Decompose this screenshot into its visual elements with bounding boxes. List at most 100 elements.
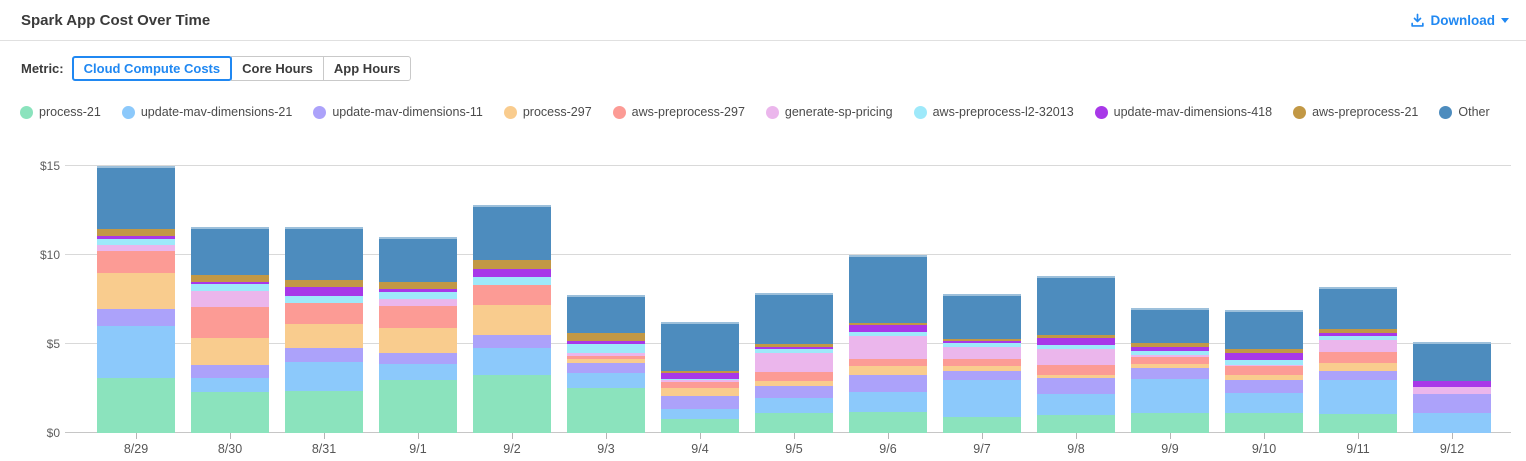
bar-9-5[interactable]	[755, 293, 833, 433]
bar-segment-other[interactable]	[285, 226, 363, 280]
bar-segment-generate-sp-pricing[interactable]	[97, 245, 175, 252]
bar-segment-process-297[interactable]	[661, 387, 739, 396]
bar-9-1[interactable]	[379, 237, 457, 433]
bar-segment-update-mav-dimensions-418[interactable]	[285, 287, 363, 296]
bar-9-2[interactable]	[473, 205, 551, 433]
bar-9-12[interactable]	[1413, 342, 1491, 433]
bar-segment-process-21[interactable]	[1319, 414, 1397, 433]
metric-option-app-hours[interactable]: App Hours	[322, 56, 412, 81]
bar-segment-generate-sp-pricing[interactable]	[1131, 354, 1209, 358]
bar-segment-aws-preprocess-297[interactable]	[1319, 352, 1397, 363]
bar-segment-update-mav-dimensions-11[interactable]	[755, 385, 833, 399]
bar-segment-update-mav-dimensions-11[interactable]	[1131, 368, 1209, 379]
bar-segment-aws-preprocess-297[interactable]	[567, 355, 645, 360]
bar-segment-aws-preprocess-l2-32013[interactable]	[1131, 351, 1209, 355]
bar-segment-other[interactable]	[755, 293, 833, 345]
bar-segment-aws-preprocess-297[interactable]	[1037, 365, 1115, 376]
bar-segment-aws-preprocess-l2-32013[interactable]	[755, 349, 833, 353]
bar-segment-aws-preprocess-21[interactable]	[1225, 349, 1303, 353]
bar-segment-generate-sp-pricing[interactable]	[567, 352, 645, 356]
bar-segment-process-297[interactable]	[191, 337, 269, 366]
bar-segment-aws-preprocess-21[interactable]	[755, 344, 833, 347]
bar-segment-process-21[interactable]	[567, 387, 645, 433]
bar-segment-process-21[interactable]	[849, 411, 927, 433]
bar-segment-update-mav-dimensions-11[interactable]	[473, 335, 551, 349]
bar-segment-update-mav-dimensions-11[interactable]	[943, 370, 1021, 380]
bar-segment-process-21[interactable]	[1225, 413, 1303, 433]
bar-segment-other[interactable]	[379, 237, 457, 282]
bar-segment-update-mav-dimensions-21[interactable]	[849, 392, 927, 412]
bar-9-3[interactable]	[567, 295, 645, 433]
bar-9-9[interactable]	[1131, 307, 1209, 433]
bar-segment-update-mav-dimensions-21[interactable]	[661, 408, 739, 419]
bar-segment-aws-preprocess-21[interactable]	[943, 338, 1021, 342]
legend-item-process-21[interactable]: process-21	[20, 105, 101, 119]
legend-item-aws-preprocess-297[interactable]: aws-preprocess-297	[612, 105, 745, 119]
bar-segment-aws-preprocess-21[interactable]	[1131, 343, 1209, 347]
bar-segment-other[interactable]	[661, 321, 739, 371]
legend-item-update-mav-dimensions-418[interactable]: update-mav-dimensions-418	[1094, 105, 1272, 119]
bar-segment-aws-preprocess-21[interactable]	[379, 281, 457, 289]
bar-segment-aws-preprocess-l2-32013[interactable]	[473, 277, 551, 286]
bar-segment-update-mav-dimensions-11[interactable]	[379, 352, 457, 365]
bar-segment-process-297[interactable]	[849, 366, 927, 376]
bar-segment-aws-preprocess-21[interactable]	[191, 274, 269, 282]
metric-option-cloud-compute-costs[interactable]: Cloud Compute Costs	[71, 56, 233, 81]
bar-segment-update-mav-dimensions-21[interactable]	[473, 348, 551, 376]
bar-segment-update-mav-dimensions-11[interactable]	[1319, 370, 1397, 380]
bar-segment-aws-preprocess-21[interactable]	[97, 229, 175, 237]
bar-segment-generate-sp-pricing[interactable]	[1413, 386, 1491, 394]
bar-segment-generate-sp-pricing[interactable]	[379, 298, 457, 306]
bar-segment-update-mav-dimensions-418[interactable]	[1413, 380, 1491, 387]
bar-segment-update-mav-dimensions-11[interactable]	[1037, 377, 1115, 394]
bar-segment-update-mav-dimensions-418[interactable]	[661, 373, 739, 379]
bar-segment-process-297[interactable]	[473, 304, 551, 336]
bar-segment-process-297[interactable]	[1225, 375, 1303, 380]
bar-segment-update-mav-dimensions-11[interactable]	[567, 362, 645, 374]
bar-segment-aws-preprocess-l2-32013[interactable]	[1225, 360, 1303, 365]
bar-segment-aws-preprocess-21[interactable]	[661, 370, 739, 374]
bar-segment-process-21[interactable]	[191, 392, 269, 433]
bar-9-8[interactable]	[1037, 276, 1115, 433]
bar-segment-update-mav-dimensions-11[interactable]	[849, 375, 927, 393]
bar-segment-process-297[interactable]	[567, 359, 645, 363]
bar-segment-update-mav-dimensions-21[interactable]	[1037, 393, 1115, 416]
bar-segment-update-mav-dimensions-418[interactable]	[1037, 337, 1115, 345]
bar-segment-process-297[interactable]	[379, 328, 457, 353]
bar-segment-update-mav-dimensions-418[interactable]	[1131, 346, 1209, 352]
bar-segment-other[interactable]	[473, 205, 551, 260]
bar-segment-update-mav-dimensions-21[interactable]	[191, 377, 269, 393]
bar-segment-update-mav-dimensions-418[interactable]	[379, 288, 457, 292]
bar-segment-update-mav-dimensions-418[interactable]	[1225, 352, 1303, 361]
bar-segment-update-mav-dimensions-11[interactable]	[97, 309, 175, 327]
bar-segment-process-21[interactable]	[943, 416, 1021, 433]
download-button[interactable]: Download	[1410, 13, 1509, 28]
bar-segment-aws-preprocess-297[interactable]	[1225, 366, 1303, 376]
bar-segment-other[interactable]	[191, 226, 269, 275]
bar-segment-process-21[interactable]	[473, 375, 551, 433]
bar-segment-aws-preprocess-l2-32013[interactable]	[943, 343, 1021, 347]
bar-segment-aws-preprocess-21[interactable]	[285, 279, 363, 288]
bar-segment-process-21[interactable]	[1037, 415, 1115, 433]
bar-segment-update-mav-dimensions-21[interactable]	[285, 361, 363, 392]
legend-item-update-mav-dimensions-21[interactable]: update-mav-dimensions-21	[121, 105, 292, 119]
bar-segment-update-mav-dimensions-11[interactable]	[1413, 393, 1491, 413]
bar-segment-generate-sp-pricing[interactable]	[849, 336, 927, 360]
bar-segment-process-297[interactable]	[1131, 363, 1209, 369]
bar-segment-generate-sp-pricing[interactable]	[191, 290, 269, 307]
bar-segment-update-mav-dimensions-21[interactable]	[1413, 412, 1491, 433]
bar-segment-update-mav-dimensions-418[interactable]	[473, 269, 551, 278]
bar-segment-aws-preprocess-297[interactable]	[191, 306, 269, 338]
legend-item-update-mav-dimensions-11[interactable]: update-mav-dimensions-11	[313, 105, 483, 119]
bar-segment-generate-sp-pricing[interactable]	[661, 379, 739, 383]
bar-segment-other[interactable]	[1319, 287, 1397, 329]
bar-segment-process-21[interactable]	[755, 412, 833, 433]
bar-segment-process-21[interactable]	[285, 391, 363, 433]
bar-segment-aws-preprocess-l2-32013[interactable]	[97, 239, 175, 246]
bar-segment-aws-preprocess-l2-32013[interactable]	[1037, 344, 1115, 350]
metric-option-core-hours[interactable]: Core Hours	[231, 56, 324, 81]
bar-segment-update-mav-dimensions-418[interactable]	[191, 281, 269, 285]
bar-segment-other[interactable]	[567, 295, 645, 333]
bar-segment-aws-preprocess-l2-32013[interactable]	[1319, 336, 1397, 341]
bar-segment-process-297[interactable]	[97, 272, 175, 310]
